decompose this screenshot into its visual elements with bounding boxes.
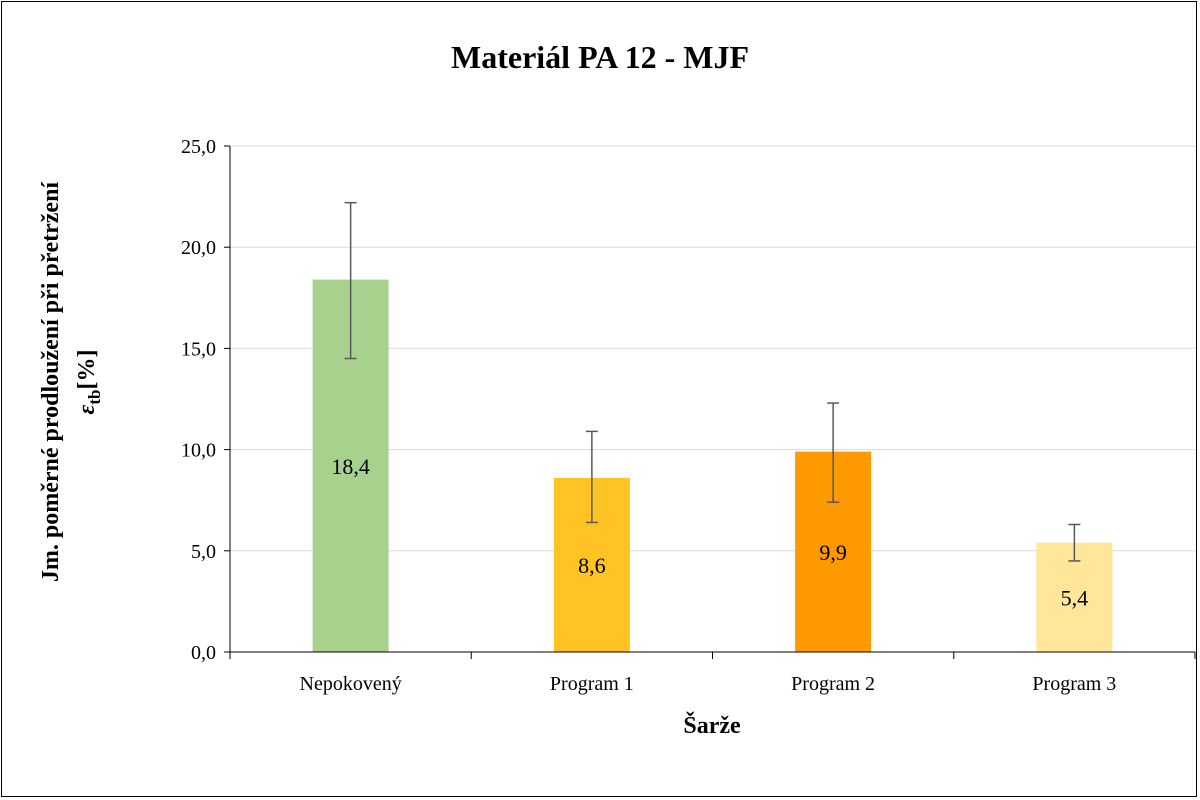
x-tick-labels: Nepokovený Program 1 Program 2 Program 3 <box>300 673 1117 695</box>
error-bars <box>344 201 1081 562</box>
y-axis-subscript: tb <box>85 390 104 405</box>
x-tick-label: Program 3 <box>1032 673 1116 695</box>
y-tick-label: 0,0 <box>191 642 216 664</box>
chart-title: Materiál PA 12 - MJF <box>451 39 749 75</box>
y-tick-label: 10,0 <box>181 440 216 462</box>
x-tick-label: Program 2 <box>791 673 875 695</box>
data-label: 9,9 <box>819 540 847 565</box>
x-axis-title: Šarže <box>683 712 741 739</box>
y-tick-label: 25,0 <box>181 136 216 158</box>
y-tick-label: 15,0 <box>181 338 216 360</box>
axes <box>229 146 1196 659</box>
data-label: 5,4 <box>1061 585 1089 610</box>
bars <box>312 279 1113 652</box>
y-axis-title: Jm. poměrné prodloužení při přetržení εt… <box>38 182 104 583</box>
gridlines <box>224 145 1195 653</box>
y-tick-label: 5,0 <box>191 541 216 563</box>
x-tick-label: Program 1 <box>550 673 634 695</box>
data-label: 18,4 <box>331 454 370 479</box>
x-tick-label: Nepokovený <box>300 673 402 695</box>
y-axis-symbol: ε <box>74 404 100 414</box>
y-axis-title-line2: εtb[%] <box>74 350 104 415</box>
data-label: 8,6 <box>578 553 606 578</box>
y-tick-label: 20,0 <box>181 237 216 259</box>
data-labels: 18,4 8,6 9,9 5,4 <box>331 454 1088 611</box>
y-axis-unit: [%] <box>74 350 100 390</box>
y-tick-labels: 0,0 5,0 10,0 15,0 20,0 25,0 <box>181 136 216 664</box>
y-axis-title-line1: Jm. poměrné prodloužení při přetržení <box>38 182 64 583</box>
